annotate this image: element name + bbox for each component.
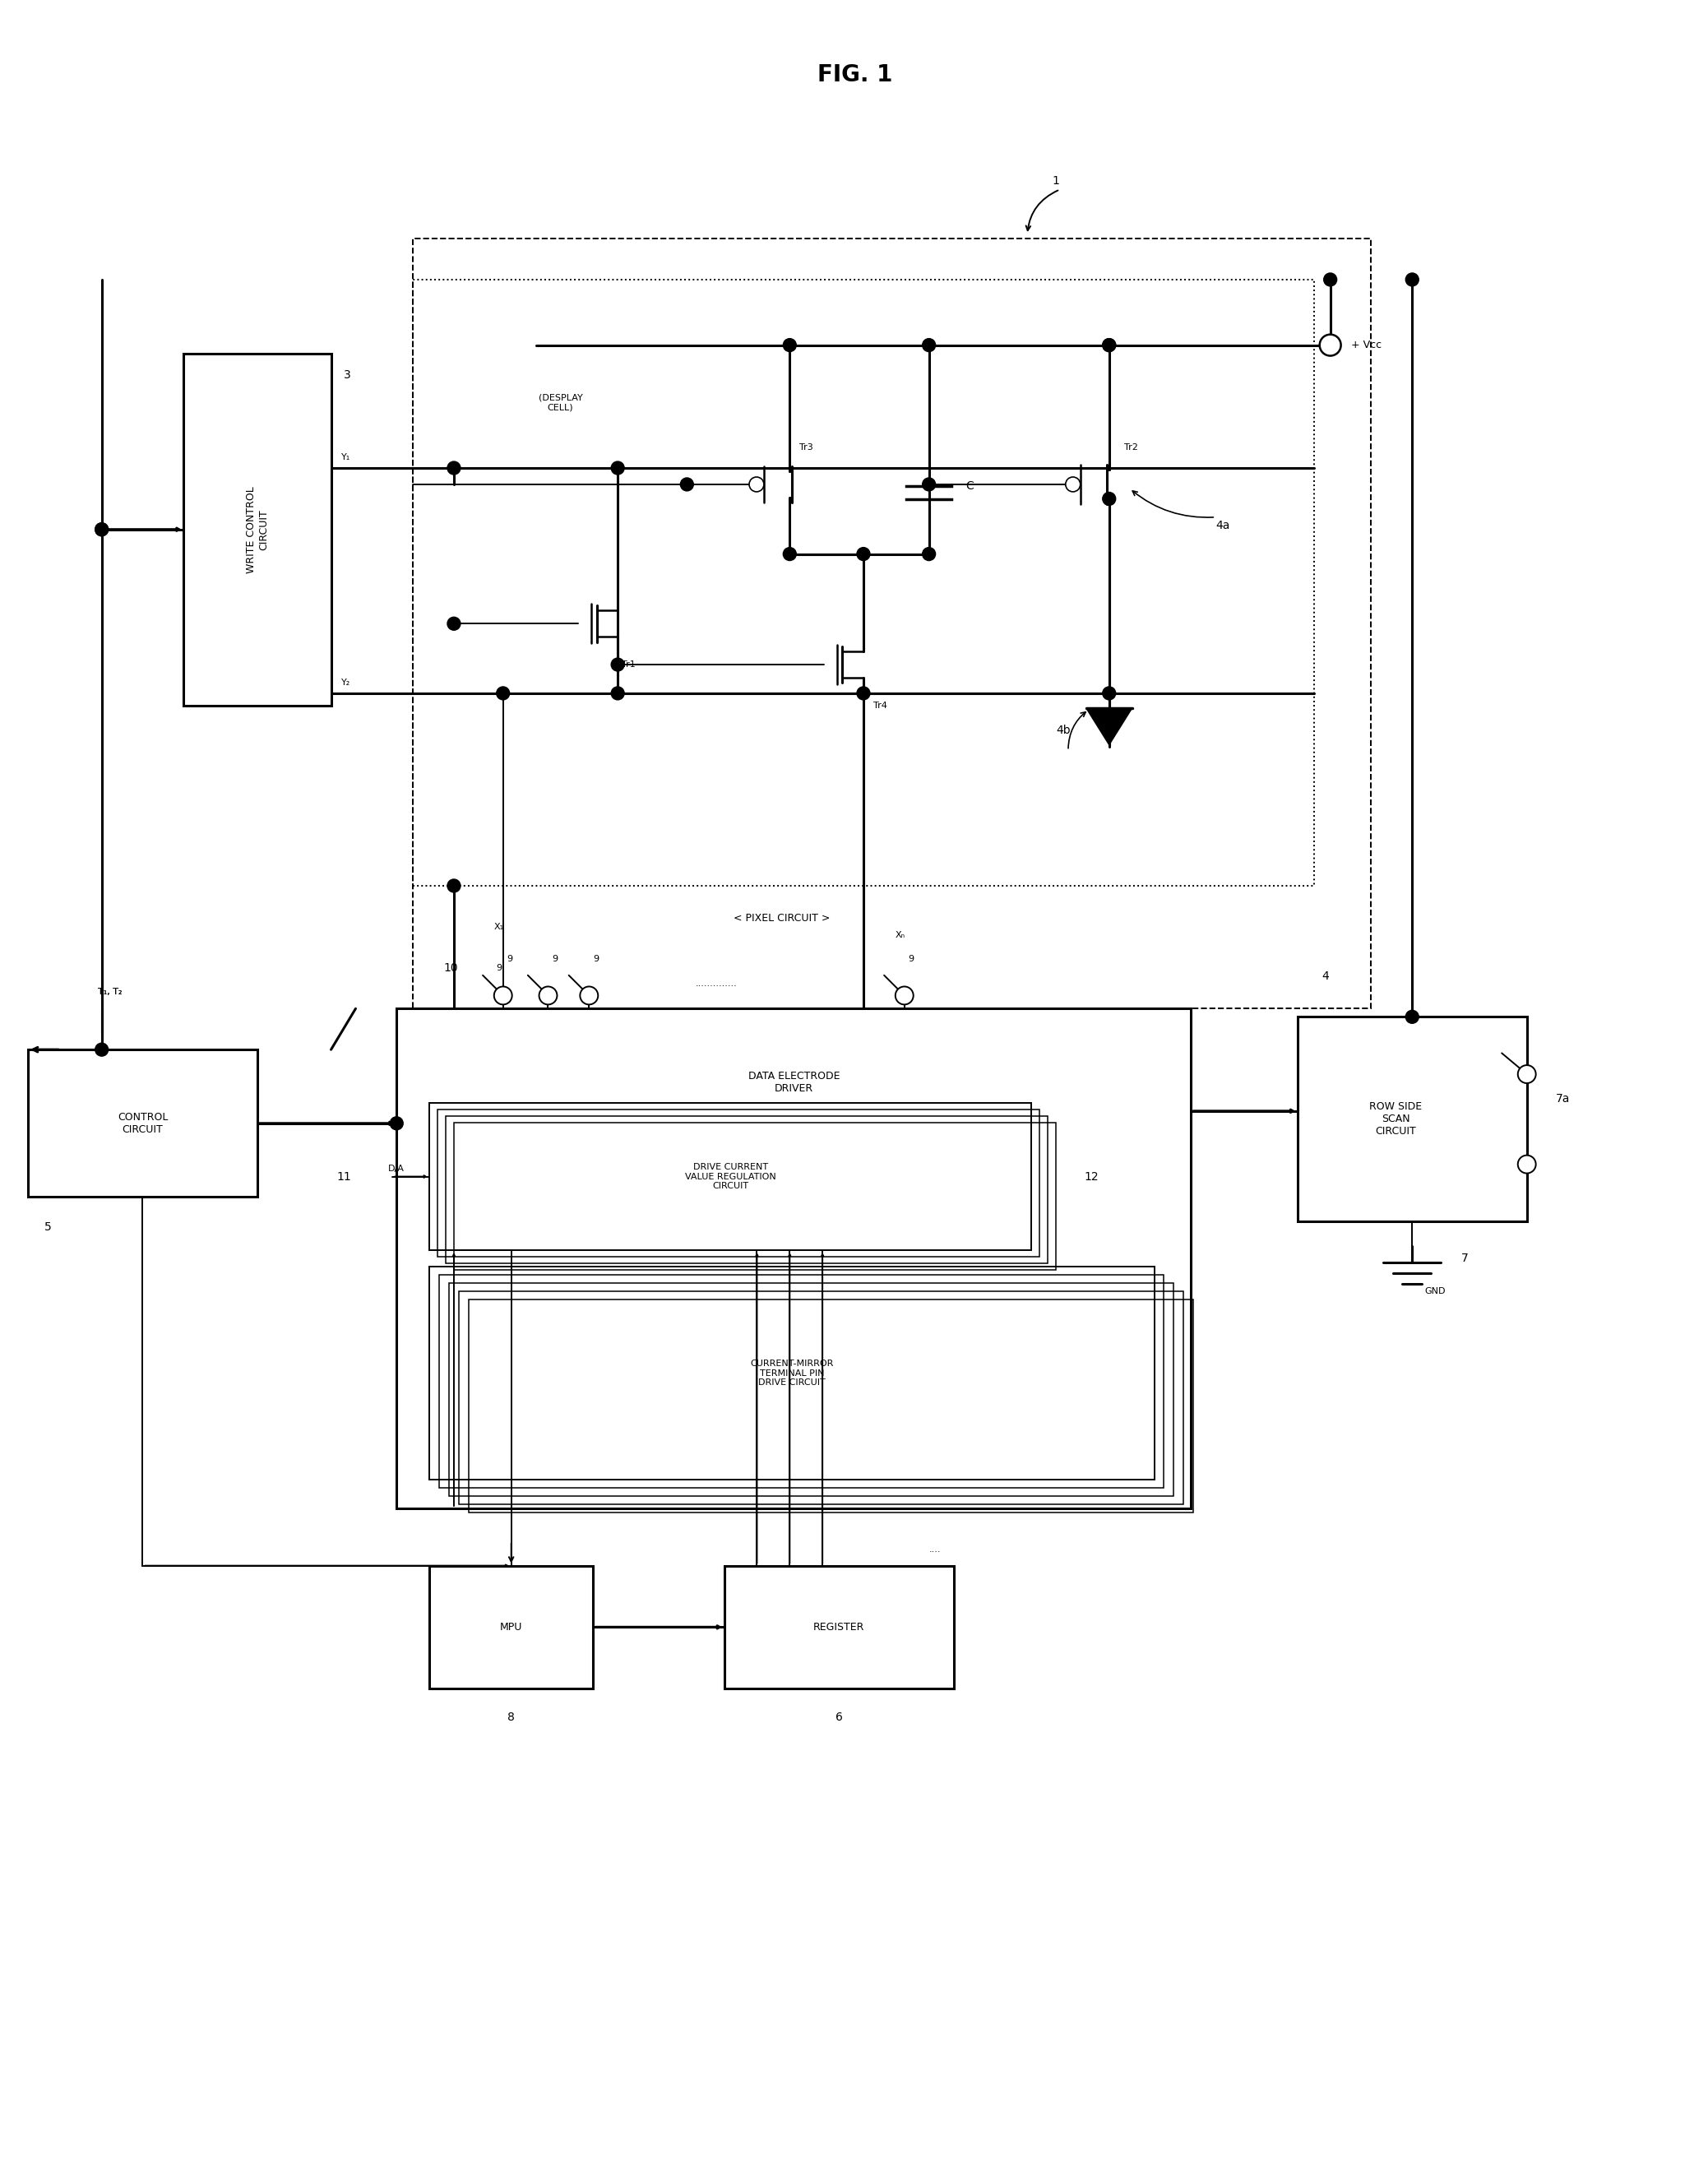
- Text: 9: 9: [909, 954, 914, 963]
- Text: 4b: 4b: [1056, 724, 1071, 735]
- Circle shape: [447, 462, 461, 475]
- Circle shape: [895, 986, 914, 1004]
- Text: Y₂: Y₂: [342, 679, 350, 687]
- Circle shape: [1518, 1064, 1535, 1084]
- Text: ..............: ..............: [695, 980, 736, 989]
- Circle shape: [540, 986, 557, 1004]
- Text: Tr3: Tr3: [799, 444, 813, 451]
- Text: WRITE CONTROL
CIRCUIT: WRITE CONTROL CIRCUIT: [246, 486, 268, 572]
- Text: GND: GND: [1424, 1288, 1445, 1294]
- Circle shape: [750, 477, 763, 492]
- Bar: [468, 1299, 1194, 1513]
- Text: 9: 9: [507, 954, 512, 963]
- Text: 10: 10: [444, 963, 458, 973]
- Text: Tr4: Tr4: [873, 702, 886, 709]
- Circle shape: [680, 477, 693, 490]
- Text: C: C: [965, 481, 974, 492]
- Circle shape: [1406, 273, 1419, 286]
- Bar: [413, 280, 1313, 887]
- Circle shape: [611, 659, 623, 672]
- Text: DRIVE CURRENT
VALUE REGULATION
CIRCUIT: DRIVE CURRENT VALUE REGULATION CIRCUIT: [685, 1162, 775, 1190]
- Bar: [1298, 1017, 1527, 1221]
- Bar: [724, 1565, 953, 1689]
- Text: MPU: MPU: [500, 1622, 523, 1633]
- Text: Tr1: Tr1: [622, 661, 635, 668]
- Text: 9: 9: [593, 954, 600, 963]
- Text: 6: 6: [835, 1711, 842, 1724]
- Circle shape: [1103, 687, 1115, 700]
- Text: 4: 4: [1322, 969, 1329, 982]
- Text: 4a: 4a: [1216, 520, 1230, 531]
- Bar: [459, 1292, 1184, 1505]
- Circle shape: [581, 986, 598, 1004]
- Bar: [429, 1565, 593, 1689]
- Text: 11: 11: [336, 1171, 352, 1182]
- Bar: [454, 1123, 1056, 1270]
- Bar: [27, 1049, 258, 1197]
- Circle shape: [1066, 477, 1079, 492]
- Circle shape: [96, 522, 108, 535]
- Circle shape: [389, 1117, 403, 1130]
- Circle shape: [497, 687, 509, 700]
- Bar: [437, 1110, 1040, 1257]
- Text: 7: 7: [1462, 1253, 1469, 1264]
- Text: 5: 5: [44, 1221, 51, 1234]
- Circle shape: [1518, 1156, 1535, 1173]
- Bar: [429, 1266, 1155, 1479]
- Text: REGISTER: REGISTER: [813, 1622, 864, 1633]
- Text: ....: ....: [929, 1546, 941, 1554]
- Bar: [429, 1104, 1032, 1251]
- Text: FIG. 1: FIG. 1: [818, 63, 893, 87]
- Text: 8: 8: [507, 1711, 514, 1724]
- Text: 1: 1: [1052, 176, 1059, 186]
- Circle shape: [1103, 492, 1115, 505]
- Text: 7a: 7a: [1556, 1093, 1570, 1104]
- Circle shape: [611, 462, 623, 475]
- Bar: [413, 238, 1372, 1008]
- Text: 9: 9: [552, 954, 559, 963]
- Text: + Vcc: + Vcc: [1351, 340, 1382, 351]
- Circle shape: [922, 477, 936, 490]
- Text: Xₙ: Xₙ: [895, 930, 905, 939]
- Text: Y₁: Y₁: [342, 453, 350, 462]
- Text: Tr2: Tr2: [1124, 444, 1138, 451]
- Circle shape: [96, 522, 108, 535]
- Circle shape: [922, 549, 936, 562]
- Bar: [449, 1283, 1173, 1496]
- Text: CURRENT-MIRROR
TERMINAL PIN
DRIVE CIRCUIT: CURRENT-MIRROR TERMINAL PIN DRIVE CIRCUI…: [750, 1359, 834, 1388]
- Bar: [439, 1275, 1165, 1487]
- Circle shape: [447, 618, 461, 631]
- Circle shape: [784, 338, 796, 351]
- Circle shape: [857, 549, 869, 562]
- Circle shape: [784, 549, 796, 562]
- Text: 9: 9: [495, 963, 502, 971]
- Circle shape: [1324, 273, 1337, 286]
- Circle shape: [1406, 1010, 1419, 1023]
- Polygon shape: [1086, 709, 1132, 746]
- Circle shape: [1103, 338, 1115, 351]
- Bar: [184, 353, 331, 705]
- Bar: [446, 1117, 1047, 1264]
- Text: 3: 3: [343, 371, 350, 382]
- Circle shape: [922, 338, 936, 351]
- Circle shape: [1103, 338, 1115, 351]
- Circle shape: [1320, 334, 1341, 356]
- Text: T₁, T₂: T₁, T₂: [97, 989, 121, 997]
- Text: (DESPLAY
CELL): (DESPLAY CELL): [538, 395, 582, 412]
- Circle shape: [611, 687, 623, 700]
- Circle shape: [494, 986, 512, 1004]
- Text: X₁: X₁: [494, 924, 504, 930]
- Circle shape: [96, 1043, 108, 1056]
- Bar: [396, 1008, 1190, 1509]
- Text: CONTROL
CIRCUIT: CONTROL CIRCUIT: [118, 1112, 167, 1134]
- Text: T₁, T₂: T₁, T₂: [97, 989, 121, 997]
- Circle shape: [447, 880, 461, 893]
- Circle shape: [857, 687, 869, 700]
- Text: DATA ELECTRODE
DRIVER: DATA ELECTRODE DRIVER: [748, 1071, 840, 1095]
- Text: ROW SIDE
SCAN
CIRCUIT: ROW SIDE SCAN CIRCUIT: [1370, 1101, 1423, 1136]
- Text: D/A: D/A: [388, 1164, 405, 1173]
- Text: < PIXEL CIRCUIT >: < PIXEL CIRCUIT >: [733, 913, 830, 924]
- Text: 12: 12: [1085, 1171, 1098, 1182]
